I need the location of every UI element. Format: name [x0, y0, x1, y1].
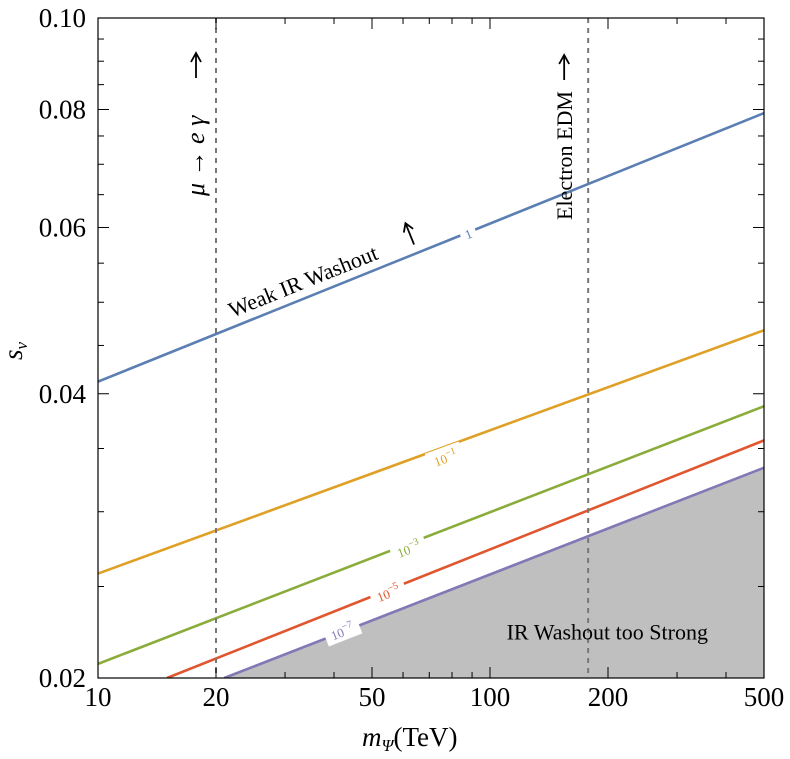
x-tick-label: 10 [85, 682, 112, 712]
contour-label-1e-3: 10−3 [387, 532, 429, 564]
contour-label-1e-5: 10−5 [367, 576, 409, 609]
up-arrow-icon [558, 53, 570, 80]
contour-line-1 [98, 111, 764, 383]
svg-text:1: 1 [463, 226, 475, 242]
x-tick-label: 20 [203, 682, 230, 712]
up-arrow-icon [402, 221, 415, 245]
contour-label-1e-7: 10−7 [321, 614, 363, 647]
contour-line-1e-7 [223, 466, 764, 678]
up-arrow-icon [190, 51, 202, 78]
mu-e-gamma-label: μ → e γ [181, 115, 210, 197]
y-tick-labels: 0.02 0.04 0.06 0.08 0.10 [39, 3, 87, 693]
x-axis-title: mΨ(TeV) [362, 722, 458, 755]
svg-text:10−3: 10−3 [394, 536, 422, 560]
x-tick-label: 100 [470, 682, 511, 712]
svg-text:10−1: 10−1 [431, 445, 459, 469]
strong-washout-label: IR Washout too Strong [507, 620, 708, 645]
y-axis-title: sν [0, 341, 31, 360]
x-tick-label: 500 [744, 682, 785, 712]
contour-line-1e-5 [166, 439, 764, 678]
electron-edm-label: Electron EDM [552, 91, 577, 220]
y-tick-label: 0.02 [39, 663, 86, 693]
x-tick-labels: 10 20 50 100 200 500 [85, 682, 785, 712]
y-tick-label: 0.04 [39, 379, 87, 409]
y-tick-label: 0.10 [39, 3, 86, 33]
mu-e-gamma-annotation: μ → e γ [181, 51, 210, 197]
contour-label-1e-1: 10−1 [424, 441, 466, 473]
y-tick-label: 0.06 [39, 212, 86, 242]
y-tick-label: 0.08 [39, 95, 86, 125]
x-tick-label: 50 [358, 682, 385, 712]
contour-line-1e-3 [98, 405, 764, 666]
electron-edm-annotation: Electron EDM [552, 53, 577, 220]
x-tick-label: 200 [588, 682, 629, 712]
svg-text:10−5: 10−5 [374, 580, 402, 605]
plot-frame [97, 17, 765, 679]
svg-text:10−7: 10−7 [328, 619, 356, 643]
contour-label-1: 1 [457, 222, 479, 245]
